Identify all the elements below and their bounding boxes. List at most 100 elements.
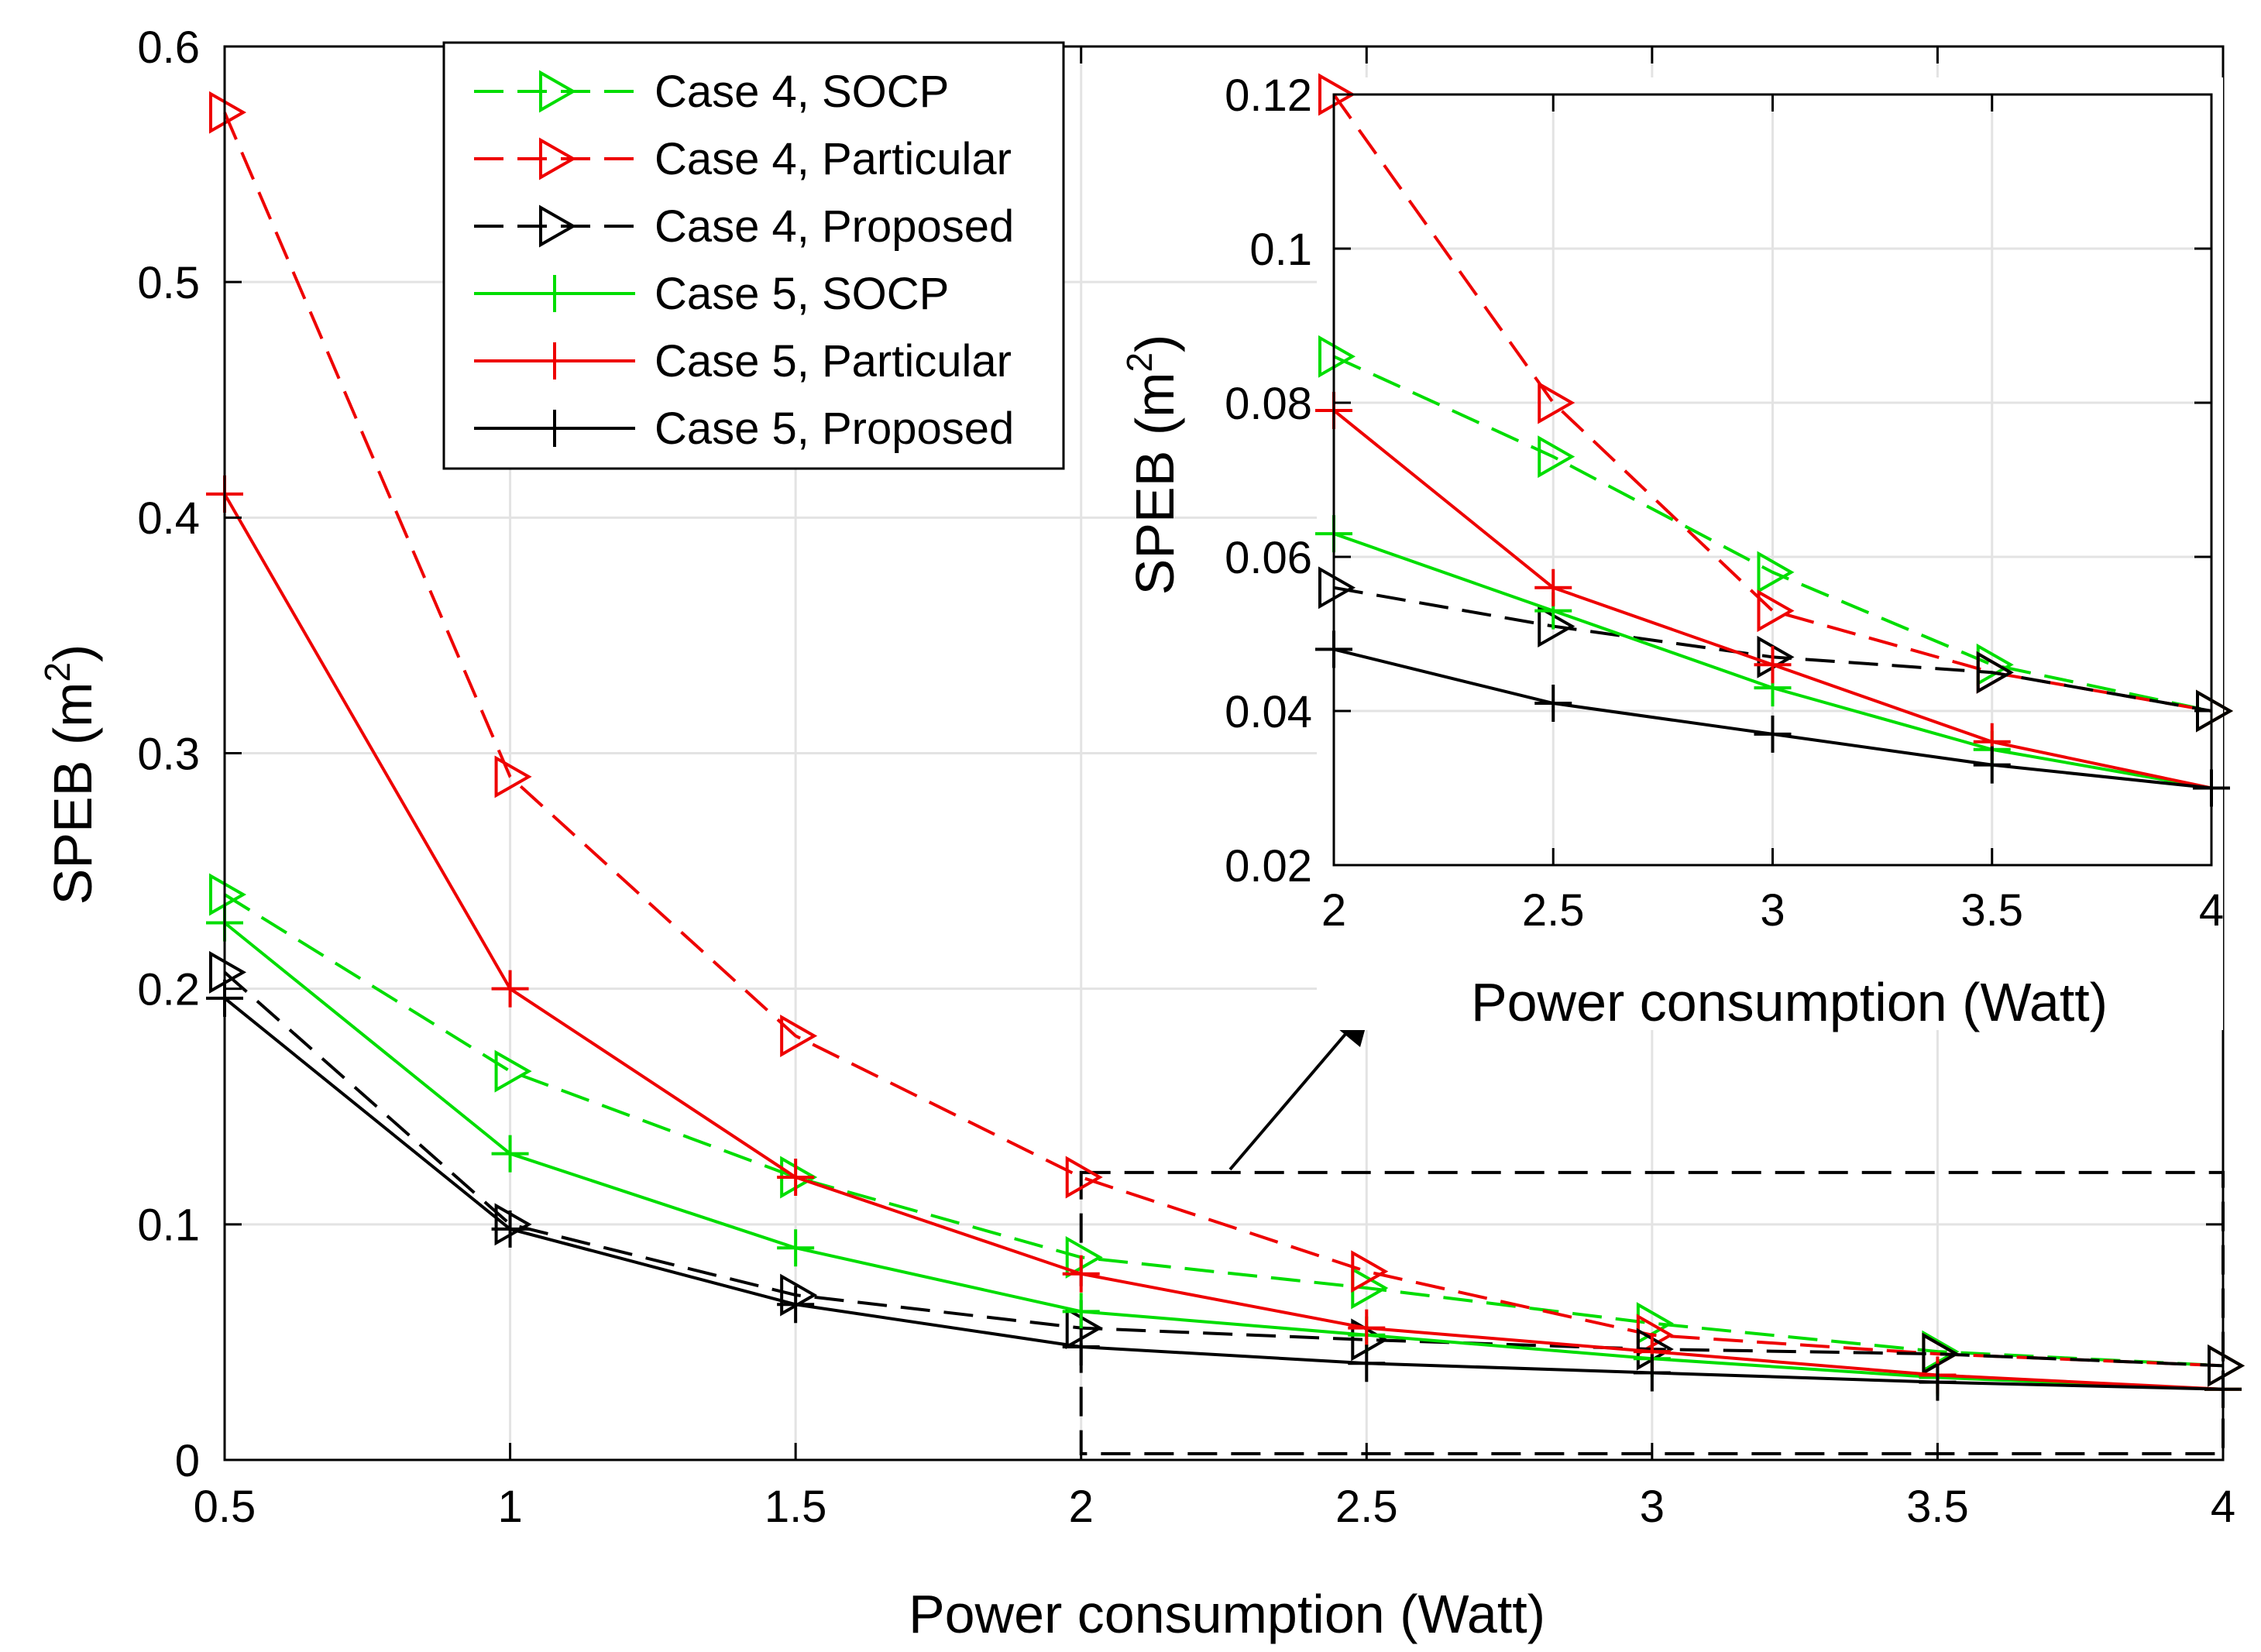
inset-x-tick-label: 2.5	[1522, 885, 1585, 936]
legend-marker-case-5-proposed	[536, 410, 573, 447]
inset-point-case-5-proposed	[1754, 715, 1792, 753]
inset-y-label-close: )	[1125, 335, 1185, 352]
main-x-tick-label: 3	[1640, 1482, 1665, 1532]
main-y-axis-label: SPEB (m2)	[37, 644, 103, 905]
main-point-case-5-particular	[491, 970, 529, 1008]
main-point-case-5-proposed	[491, 1210, 529, 1248]
legend-marker-case-5-particular	[536, 342, 573, 380]
zoom-arrow-shaft	[1228, 1021, 1357, 1171]
main-point-case-4-socp	[494, 1049, 532, 1093]
inset-y-axis-label: SPEB (m2)	[1119, 335, 1185, 596]
main-point-case-5-proposed	[1062, 1328, 1100, 1365]
inset-y-tick-label: 0.06	[1225, 533, 1312, 583]
main-point-case-5-proposed	[1348, 1345, 1386, 1382]
main-y-tick-label: 0.5	[137, 258, 200, 308]
inset-x-ticks: 2 2.5 3 3.5 4	[1321, 94, 2224, 936]
legend-marker-case-4-particular	[539, 137, 577, 180]
legend-marker-case-4-socp	[539, 70, 577, 113]
legend-label-case-4-particular: Case 4, Particular	[655, 134, 1012, 184]
legend-entry-case-5-proposed: Case 5, Proposed	[474, 404, 1014, 454]
main-y-tick-label: 0.2	[137, 965, 200, 1015]
main-point-case-4-particular	[494, 755, 532, 799]
inset-x-axis-label: Power consumption (Watt)	[1471, 972, 2108, 1032]
legend-box	[442, 41, 1065, 470]
legend-label-case-5-proposed: Case 5, Proposed	[655, 404, 1014, 454]
inset-background	[1317, 77, 2223, 1030]
inset-y-label-superscript: 2	[1119, 352, 1160, 373]
main-y-tick-label: 0.6	[137, 22, 200, 73]
legend-marker-case-4-proposed	[539, 204, 577, 248]
inset-point-case-5-particular	[1534, 568, 1572, 606]
inset-point-case-4-proposed	[1318, 566, 1356, 610]
main-point-case-5-proposed	[1633, 1354, 1671, 1392]
main-point-case-5-socp	[491, 1135, 529, 1173]
main-point-case-4-particular	[780, 1015, 818, 1057]
main-x-ticks: 0.5 1 1.5 2 2.5 3 3.5 4	[194, 46, 2235, 1532]
main-x-tick-label: 1.5	[765, 1482, 827, 1532]
main-x-tick-label: 4	[2211, 1482, 2235, 1532]
main-line-case-5-particular	[223, 493, 2224, 1391]
inset-point-case-4-particular	[1757, 589, 1795, 633]
main-point-case-4-socp	[209, 873, 247, 916]
main-point-case-5-socp	[777, 1229, 815, 1267]
inset-x-tick-label: 3	[1760, 885, 1785, 936]
legend-label-case-4-socp: Case 4, SOCP	[655, 67, 949, 117]
main-y-tick-label: 0.4	[137, 493, 200, 544]
main-x-tick-label: 0.5	[194, 1482, 256, 1532]
main-point-case-4-proposed	[2208, 1344, 2246, 1387]
main-point-case-5-particular	[1062, 1255, 1100, 1293]
main-y-label-text: SPEB (m	[43, 682, 103, 905]
main-point-case-4-particular	[1351, 1250, 1389, 1293]
main-point-case-4-proposed	[494, 1203, 532, 1246]
main-point-case-5-particular	[777, 1159, 815, 1196]
main-x-tick-label: 1	[497, 1482, 522, 1532]
inset-series	[1315, 73, 2234, 807]
main-line-case-4-socp	[223, 893, 2224, 1368]
main-point-case-5-proposed	[1919, 1363, 1957, 1401]
inset-y-tick-label: 0.04	[1225, 687, 1312, 737]
legend-label-case-5-socp: Case 5, SOCP	[655, 269, 949, 319]
main-point-case-4-proposed	[1065, 1307, 1103, 1350]
main-point-case-5-particular	[1348, 1309, 1386, 1347]
main-y-label-close: )	[43, 644, 103, 662]
legend: Case 4, SOCP Case 4, Particular Case 4, Pr…	[442, 41, 1065, 470]
main-x-axis-label: Power consumption (Watt)	[909, 1584, 1545, 1644]
main-series	[206, 91, 2246, 1408]
main-point-case-4-particular	[209, 91, 247, 134]
inset-point-case-5-proposed	[1534, 685, 1572, 723]
legend-entries: Case 4, SOCP Case 4, Particular Case 4, Pr…	[474, 67, 1014, 454]
main-y-tick-label: 0.3	[137, 729, 200, 779]
inset-point-case-5-particular	[1754, 646, 1792, 684]
inset-y-tick-label: 0.08	[1225, 379, 1312, 429]
main-point-case-4-proposed	[209, 950, 247, 994]
main-point-case-4-particular	[1065, 1156, 1103, 1199]
legend-entry-case-4-socp: Case 4, SOCP	[474, 67, 949, 117]
inset-point-case-4-particular	[1538, 381, 1575, 424]
inset-y-label-text: SPEB (m	[1125, 373, 1185, 596]
main-point-case-4-socp	[1065, 1235, 1103, 1279]
main-y-tick-label: 0.1	[137, 1200, 200, 1251]
main-point-case-4-proposed	[1922, 1332, 1960, 1376]
main-line-case-4-proposed	[223, 970, 2224, 1368]
inset-point-case-5-proposed	[1973, 746, 2011, 784]
inset-x-tick-label: 4	[2199, 885, 2224, 936]
inset-point-case-4-socp	[1757, 551, 1795, 594]
main-point-case-5-proposed	[777, 1286, 815, 1324]
inset-point-case-4-particular	[1318, 73, 1356, 116]
main-x-tick-label: 3.5	[1906, 1482, 1969, 1532]
legend-entry-case-5-particular: Case 5, Particular	[474, 336, 1012, 386]
inset-point-case-4-proposed	[1976, 651, 2014, 694]
inset-y-tick-label: 0.12	[1225, 70, 1312, 121]
main-line-case-4-particular	[223, 112, 2224, 1368]
inset-point-case-4-socp	[1538, 435, 1575, 479]
legend-entry-case-4-proposed: Case 4, Proposed	[474, 201, 1014, 252]
inset-y-tick-label: 0.02	[1225, 841, 1312, 891]
main-point-case-5-socp	[1062, 1293, 1100, 1331]
legend-label-case-4-proposed: Case 4, Proposed	[655, 201, 1014, 252]
inset-point-case-4-socp	[1318, 335, 1356, 378]
legend-label-case-5-particular: Case 5, Particular	[655, 336, 1012, 386]
main-line-case-5-proposed	[223, 997, 2224, 1391]
legend-entry-case-5-socp: Case 5, SOCP	[474, 269, 949, 319]
main-x-tick-label: 2.5	[1335, 1482, 1398, 1532]
